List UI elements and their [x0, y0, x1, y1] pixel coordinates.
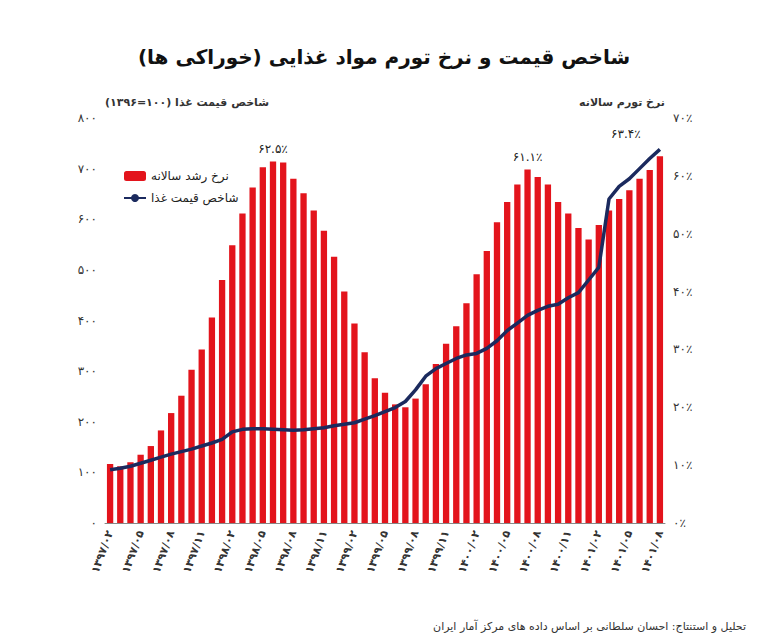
svg-text:۱۴۰۱/۰۲: ۱۴۰۱/۰۲ [578, 529, 605, 575]
svg-text:نرخ تورم سالانه: نرخ تورم سالانه [579, 96, 665, 109]
svg-text:۴۰٪: ۴۰٪ [673, 285, 692, 299]
svg-text:۱۳۹۹/۱۱: ۱۳۹۹/۱۱ [425, 529, 452, 575]
svg-text:۱۳۹۸/۰۵: ۱۳۹۸/۰۵ [242, 529, 269, 575]
svg-text:۲۰۰: ۲۰۰ [78, 415, 97, 429]
svg-text:۷۰۰: ۷۰۰ [78, 162, 97, 176]
svg-text:۱۳۹۹/۰۵: ۱۳۹۹/۰۵ [364, 529, 391, 575]
svg-text:۱۳۹۸/۱۱: ۱۳۹۸/۱۱ [303, 529, 330, 575]
svg-text:۴۰۰: ۴۰۰ [78, 314, 97, 328]
svg-text:۶۰۰: ۶۰۰ [78, 212, 97, 226]
svg-text:شاخص قیمت و نرخ تورم مواد غذای: شاخص قیمت و نرخ تورم مواد غذایی (خوراکی … [138, 45, 630, 69]
svg-text:۷۰٪: ۷۰٪ [673, 111, 692, 125]
svg-text:۰: ۰ [91, 516, 97, 530]
svg-text:۳۰۰: ۳۰۰ [78, 364, 97, 378]
svg-text:۱۴۰۰/۰۲: ۱۴۰۰/۰۲ [455, 529, 482, 575]
svg-text:۵۰۰: ۵۰۰ [78, 263, 97, 277]
svg-text:۱۳۹۸/۰۸: ۱۳۹۸/۰۸ [272, 529, 299, 575]
svg-text:۱۴۰۱/۰۵: ۱۴۰۱/۰۵ [608, 529, 635, 575]
svg-text:۱۰۰: ۱۰۰ [78, 465, 97, 479]
svg-text:نرخ رشد سالانه: نرخ رشد سالانه [151, 169, 229, 184]
svg-text:۳۰٪: ۳۰٪ [673, 342, 692, 356]
svg-text:۶۲.۵٪: ۶۲.۵٪ [258, 142, 288, 156]
svg-text:۶۰٪: ۶۰٪ [673, 169, 692, 183]
svg-text:۱۴۰۰/۰۵: ۱۴۰۰/۰۵ [486, 529, 513, 575]
svg-text:۱۳۹۸/۰۲: ۱۳۹۸/۰۲ [211, 529, 238, 575]
svg-text:۰٪: ۰٪ [673, 516, 686, 530]
svg-text:۶۳.۴٪: ۶۳.۴٪ [611, 127, 641, 141]
svg-text:۱۳۹۷/۰۵: ۱۳۹۷/۰۵ [119, 529, 146, 575]
svg-text:۸۰۰: ۸۰۰ [78, 111, 97, 125]
svg-text:۱۴۰۰/۰۸: ۱۴۰۰/۰۸ [516, 529, 543, 575]
svg-text:شاخص قیمت غذا: شاخص قیمت غذا [151, 191, 238, 206]
svg-text:تحلیل و استنتاج: احسان سلطانی: تحلیل و استنتاج: احسان سلطانی بر اساس دا… [433, 619, 746, 633]
svg-text:۵۰٪: ۵۰٪ [673, 227, 692, 241]
svg-text:۱۳۹۷/۱۱: ۱۳۹۷/۱۱ [180, 529, 207, 575]
svg-text:۱۰٪: ۱۰٪ [673, 458, 692, 472]
svg-text:۱۴۰۱/۰۸: ۱۴۰۱/۰۸ [639, 529, 666, 575]
svg-text:۱۳۹۹/۰۲: ۱۳۹۹/۰۲ [333, 529, 360, 575]
svg-text:۱۳۹۷/۰۸: ۱۳۹۷/۰۸ [150, 529, 177, 575]
svg-text:۱۳۹۹/۰۸: ۱۳۹۹/۰۸ [394, 529, 421, 575]
svg-text:۱۴۰۰/۱۱: ۱۴۰۰/۱۱ [547, 529, 574, 575]
svg-text:۶۱.۱٪: ۶۱.۱٪ [513, 150, 543, 164]
svg-text:شاخص قیمت غذا (۱۰۰=۱۳۹۶): شاخص قیمت غذا (۱۰۰=۱۳۹۶) [105, 96, 269, 109]
svg-text:۱۳۹۷/۰۲: ۱۳۹۷/۰۲ [89, 529, 116, 575]
svg-text:۲۰٪: ۲۰٪ [673, 400, 692, 414]
